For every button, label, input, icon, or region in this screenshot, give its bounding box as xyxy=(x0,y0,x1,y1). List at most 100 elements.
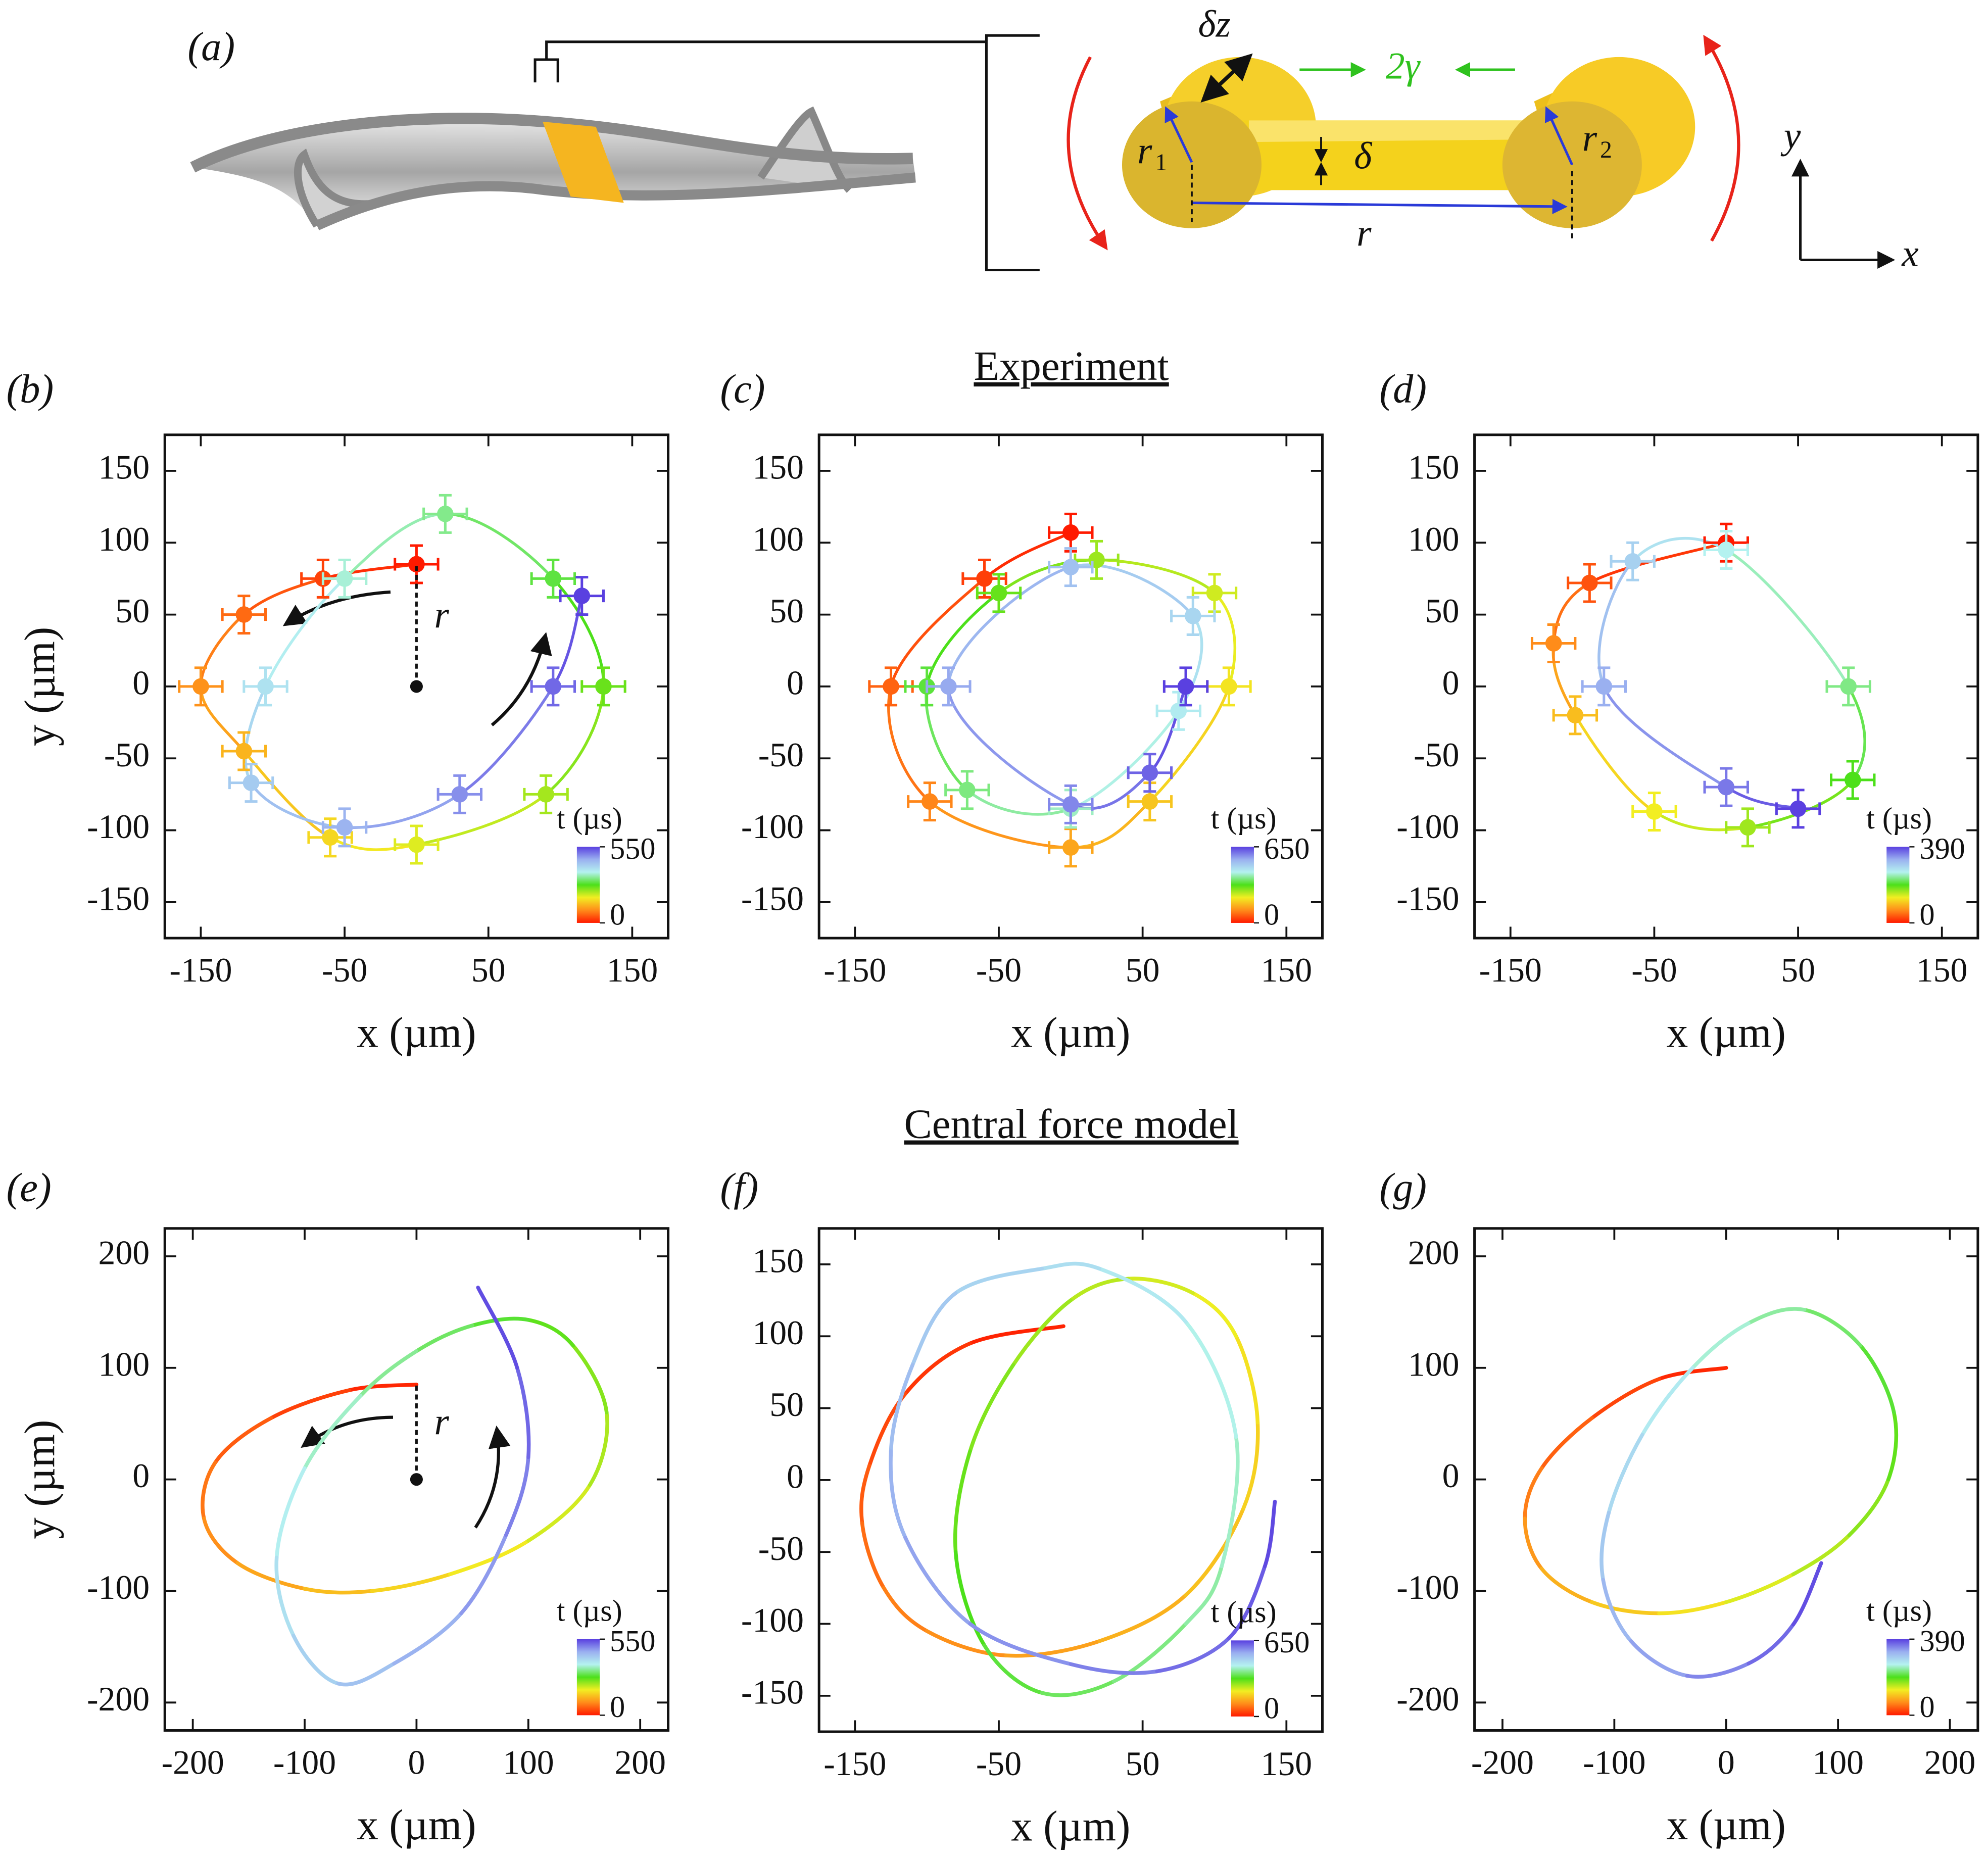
origin-dot xyxy=(410,1473,423,1486)
trajectory-segment xyxy=(1747,1307,1807,1326)
panel-label: (e) xyxy=(7,1165,52,1210)
colorbar-tick-label: 390 xyxy=(1919,1625,1965,1658)
trajectory-segment xyxy=(343,793,461,829)
data-point xyxy=(1840,678,1857,695)
trajectory-segment xyxy=(1690,1321,1751,1370)
y-tick-label: -50 xyxy=(1414,736,1459,774)
data-point xyxy=(1789,800,1807,817)
y-tick-label: 100 xyxy=(752,1314,804,1352)
x-tick-label: -50 xyxy=(322,951,367,989)
data-point xyxy=(1206,584,1223,602)
trajectory-segment xyxy=(1847,685,1866,781)
trajectory-segment xyxy=(1234,1334,1260,1425)
x-tick-label: 0 xyxy=(408,1743,425,1781)
y-axis-label: y (µm) xyxy=(16,627,64,746)
chart: (b) -150 -50 50 150 -150 -100 -50 0 50 100 150 x (µm… xyxy=(7,366,670,1056)
trajectory-segment xyxy=(213,1416,273,1465)
x-axis-label: x (µm) xyxy=(1011,1802,1130,1850)
trajectory-segment xyxy=(889,577,986,688)
trajectory-segment xyxy=(1551,642,1577,717)
data-point xyxy=(1595,678,1613,695)
x-tick-label: -50 xyxy=(1631,951,1677,989)
y-tick-label: -50 xyxy=(758,736,804,774)
data-point xyxy=(1062,524,1079,541)
colorbar-tick-label: 0 xyxy=(1919,898,1934,932)
colorbar xyxy=(1231,847,1254,923)
trajectory-segment xyxy=(199,685,246,753)
trajectory-segment xyxy=(303,1587,374,1595)
trajectory-segment xyxy=(243,577,325,616)
rotation-arrows xyxy=(282,590,552,1529)
trajectory-segment xyxy=(1184,1507,1245,1597)
y-tick-label: -100 xyxy=(87,808,150,846)
trajectory-segment xyxy=(965,789,1073,816)
dumbbell xyxy=(1066,34,1892,260)
r1-sub: 1 xyxy=(1155,150,1167,176)
trajectory-segment xyxy=(526,1483,592,1543)
y-tick-label: 0 xyxy=(787,664,804,702)
y-tick-label: 200 xyxy=(99,1234,150,1271)
colorbar-label: t (µs) xyxy=(1866,802,1932,836)
data-point xyxy=(976,570,993,587)
y-tick-label: -200 xyxy=(87,1680,150,1718)
x-tick-label: 150 xyxy=(1916,951,1968,989)
trajectory-segment xyxy=(343,512,447,580)
y-axis-label: y (µm) xyxy=(16,1419,64,1539)
trajectory-segment xyxy=(947,565,1073,688)
data-point xyxy=(573,587,591,604)
x-tick-label: 200 xyxy=(614,1743,666,1781)
trajectory-segment xyxy=(1590,1600,1661,1615)
trajectory-segment xyxy=(1069,709,1180,810)
data-point xyxy=(1141,793,1158,810)
data-point xyxy=(336,570,353,587)
y-tick-label: 50 xyxy=(1425,592,1460,630)
trajectory-segment xyxy=(1724,786,1800,810)
y-tick-label: -150 xyxy=(1396,879,1459,917)
trajectory-segment xyxy=(1095,558,1216,595)
trajectory-segment xyxy=(526,1318,575,1348)
x-tick-label: -150 xyxy=(169,951,232,989)
trajectory-segment xyxy=(415,793,548,846)
trajectory-segment xyxy=(1040,1261,1102,1271)
trajectory-segment xyxy=(1097,1593,1188,1643)
x-tick-label: -150 xyxy=(823,951,886,989)
data-point xyxy=(1545,635,1562,652)
chart: (c) -150 -50 50 150 -150 -100 -50 0 50 100 150 x (µm… xyxy=(720,366,1324,1056)
gamma-label: 2γ xyxy=(1386,45,1421,87)
trajectory-segment xyxy=(1747,1622,1796,1666)
r2-label: r xyxy=(1582,117,1597,159)
trajectory-segment xyxy=(953,1266,1044,1295)
trajectory-segment xyxy=(1599,1511,1611,1582)
data-point xyxy=(1141,764,1158,781)
trajectory-segment xyxy=(889,1449,907,1540)
trajectory-segment xyxy=(947,685,1073,806)
trajectory-segment xyxy=(1263,1499,1277,1569)
data-point xyxy=(1062,839,1079,856)
trajectory-segment xyxy=(1590,1377,1661,1420)
trajectory-segment xyxy=(1802,1308,1863,1348)
colorbar-tick-label: 0 xyxy=(1919,1690,1934,1724)
panel-label: (f) xyxy=(720,1165,758,1210)
data-point xyxy=(1718,542,1735,558)
colorbar xyxy=(1886,847,1910,923)
trajectory-segment xyxy=(1539,1566,1594,1604)
data-point xyxy=(257,678,274,695)
trajectory-segment xyxy=(444,512,555,580)
trajectory-segment xyxy=(1191,1291,1238,1338)
trajectory-segment xyxy=(1847,1477,1890,1537)
data-point xyxy=(235,606,253,623)
x-axis-label: x (µm) xyxy=(357,1009,476,1056)
data-point xyxy=(1844,771,1861,789)
trajectory-segment xyxy=(953,1449,972,1554)
trajectory-segment xyxy=(1069,1277,1130,1302)
data-point xyxy=(408,836,425,853)
panel-label: (a) xyxy=(187,24,235,69)
trajectory-segment xyxy=(968,1324,1065,1346)
data-point xyxy=(538,786,554,803)
trajectory-segment xyxy=(1601,1578,1633,1643)
trajectory-segment xyxy=(476,1286,519,1370)
trajectory-segment xyxy=(470,1316,530,1328)
y-tick-label: 200 xyxy=(1408,1234,1460,1271)
x-tick-label: -100 xyxy=(1583,1743,1645,1781)
trajectory-segment xyxy=(1640,1366,1695,1437)
